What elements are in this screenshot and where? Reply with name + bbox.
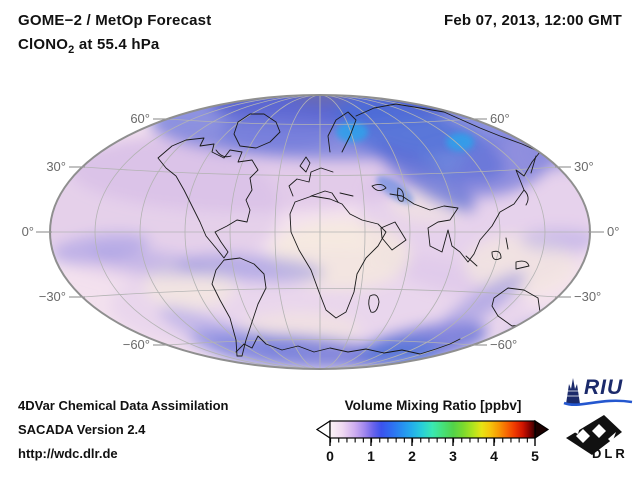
chem-formula-sub: 2 <box>68 44 75 56</box>
world-map <box>36 94 604 370</box>
chem-formula: ClONO <box>18 36 69 53</box>
riu-logo-label: RIU <box>584 376 624 399</box>
colorbar <box>315 419 550 446</box>
lat-label-left-0: 0° <box>21 224 34 239</box>
colorbar-tick-1: 1 <box>367 448 375 464</box>
colorbar-tick-2: 2 <box>408 448 416 464</box>
dlr-logo-icon <box>566 415 622 455</box>
footer-line-assimilation: 4DVar Chemical Data Assimilation <box>18 398 229 413</box>
lat-label-left-60: 60° <box>130 111 150 126</box>
concentration-field <box>50 95 590 369</box>
colorbar-tick-5: 5 <box>531 448 539 464</box>
colorbar-gradient <box>329 420 536 439</box>
lat-label-right-m30: −30° <box>574 289 602 304</box>
riu-logo-icon <box>563 378 633 407</box>
footer-line-version: SACADA Version 2.4 <box>18 422 146 437</box>
page-title: GOME−2 / MetOp Forecast <box>18 12 212 29</box>
riu-swoosh <box>563 399 633 407</box>
lat-label-right-0: 0° <box>607 224 620 239</box>
colorbar-title: Volume Mixing Ratio [ppbv] <box>344 398 522 413</box>
graticule <box>50 95 590 369</box>
datetime-label: Feb 07, 2013, 12:00 GMT <box>443 12 622 29</box>
footer-line-url: http://wdc.dlr.de <box>18 446 118 461</box>
colorbar-tick-4: 4 <box>490 448 498 464</box>
lat-label-right-m60: −60° <box>490 337 518 352</box>
lat-label-left-m30: −30° <box>38 289 66 304</box>
colorbar-tick-0: 0 <box>326 448 334 464</box>
colorbar-major-ticks <box>329 438 536 446</box>
lat-label-right-60: 60° <box>490 111 510 126</box>
lat-label-left-m60: −60° <box>122 337 150 352</box>
colorbar-left-arrow <box>315 419 331 440</box>
lat-label-right-30: 30° <box>574 159 594 174</box>
lat-label-left-30: 30° <box>46 159 66 174</box>
subtitle-level: at 55.4 hPa <box>74 36 160 53</box>
colorbar-right-arrow <box>534 419 550 440</box>
latitude-ticks <box>36 118 604 346</box>
page-subtitle: ClONO2 at 55.4 hPa <box>18 36 159 56</box>
colorbar-tick-3: 3 <box>449 448 457 464</box>
dlr-logo-label: DLR <box>592 446 628 461</box>
